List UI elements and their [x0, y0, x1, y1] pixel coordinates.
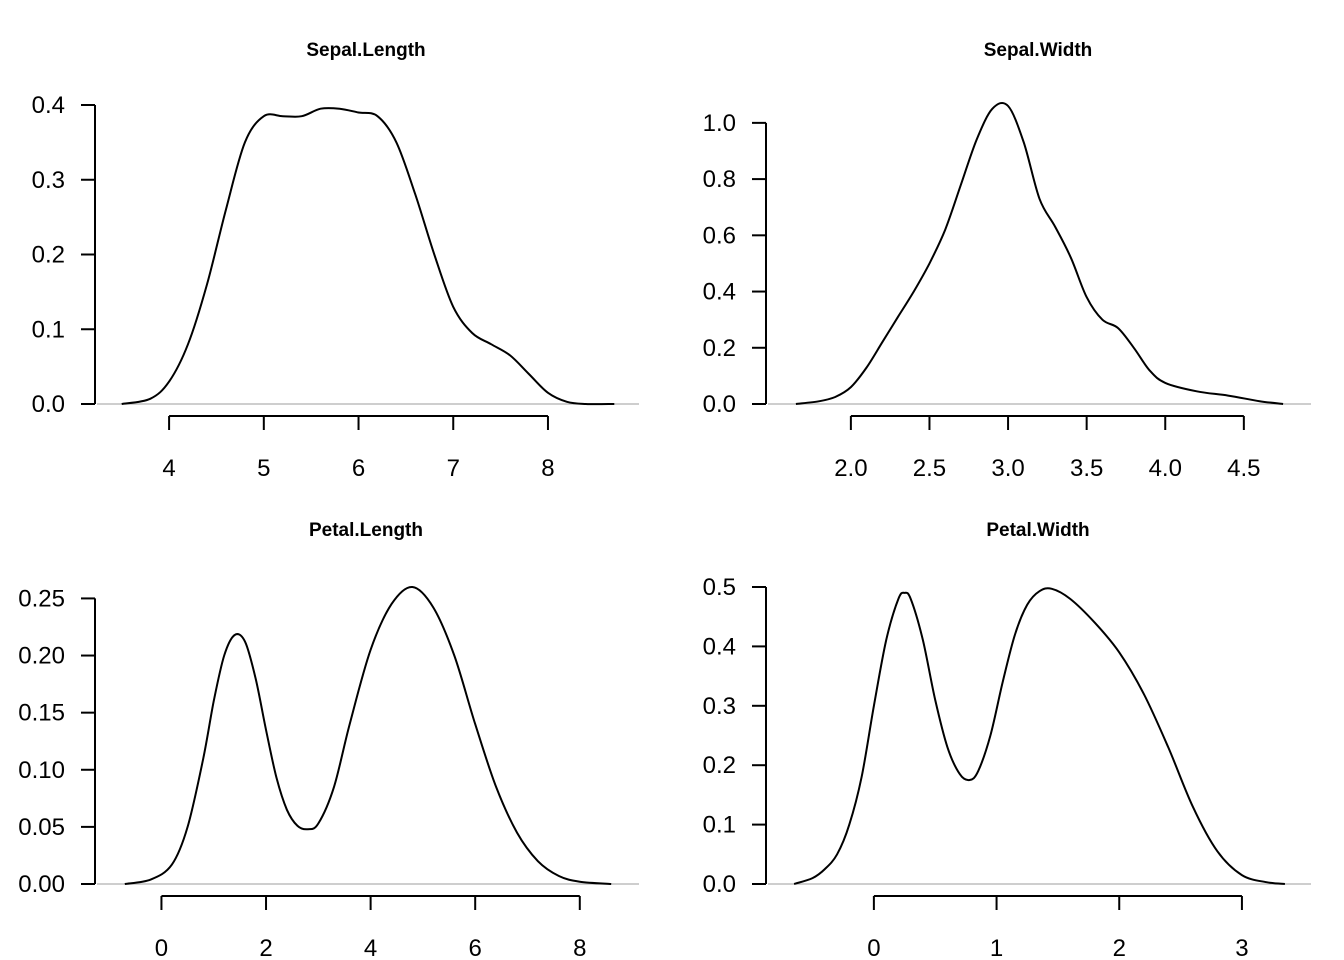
- sepal-length-y-tick-label: 0.1: [32, 316, 65, 343]
- petal-width-y-tick-label: 0.5: [703, 574, 736, 601]
- sepal-width-x-tick-label: 3.0: [991, 455, 1024, 482]
- sepal-width-x-tick-label: 4.5: [1227, 455, 1260, 482]
- sepal-width-x-tick-label: 3.5: [1070, 455, 1103, 482]
- petal-width-x-tick-label: 2: [1113, 935, 1126, 960]
- sepal-length-y-tick-label: 0.4: [32, 92, 65, 119]
- sepal-width-y-tick-label: 0.8: [703, 166, 736, 193]
- sepal-width-y-tick-label: 0.2: [703, 335, 736, 362]
- petal-length-x-tick-label: 2: [259, 935, 272, 960]
- sepal-length-x-tick-label: 4: [162, 455, 175, 482]
- petal-width-x-tick-label: 3: [1235, 935, 1248, 960]
- sepal-width-panel: Sepal.Width 0.0 0.2 0.4 0.6 0.8 1.0 2.0 2.5 3.0 3.…: [703, 40, 1311, 482]
- sepal-length-panel: Sepal.Length 0.0 0.1 0.2 0.3 0.4 4 5 6 7 8: [32, 40, 639, 482]
- petal-length-x-tick-label: 6: [469, 935, 482, 960]
- petal-width-title: Petal.Width: [986, 520, 1089, 541]
- sepal-length-x-tick-label: 7: [447, 455, 460, 482]
- petal-width-x-tick-label: 0: [867, 935, 880, 960]
- sepal-width-y-tick-label: 1.0: [703, 110, 736, 137]
- petal-length-panel: Petal.Length 0.00 0.05 0.10 0.15 0.20 0.25 0 2 4 6…: [18, 520, 639, 960]
- sepal-width-density-curve: [795, 101, 1284, 405]
- sepal-length-y-tick-label: 0.0: [32, 391, 65, 418]
- sepal-length-title: Sepal.Length: [306, 40, 425, 61]
- petal-length-x-tick-label: 0: [155, 935, 168, 960]
- sepal-length-x-tick-label: 5: [257, 455, 270, 482]
- sepal-width-title: Sepal.Width: [984, 40, 1093, 61]
- petal-width-panel: Petal.Width 0.0 0.1 0.2 0.3 0.4 0.5 0 1 2 3: [703, 520, 1311, 960]
- sepal-width-y-tick-label: 0.6: [703, 222, 736, 249]
- sepal-length-x-tick-label: 6: [352, 455, 365, 482]
- sepal-width-x-tick-label: 4.0: [1149, 455, 1182, 482]
- petal-length-title: Petal.Length: [309, 520, 423, 541]
- petal-width-y-tick-label: 0.3: [703, 693, 736, 720]
- petal-length-y-tick-label: 0.25: [18, 585, 65, 612]
- petal-length-y-tick-label: 0.20: [18, 643, 65, 670]
- petal-length-density-curve: [124, 585, 612, 885]
- petal-width-y-tick-label: 0.1: [703, 812, 736, 839]
- petal-length-y-tick-label: 0.10: [18, 757, 65, 784]
- sepal-width-x-tick-label: 2.5: [913, 455, 946, 482]
- petal-length-x-tick-label: 4: [364, 935, 377, 960]
- sepal-length-y-tick-label: 0.2: [32, 242, 65, 269]
- sepal-width-y-tick-label: 0.4: [703, 279, 736, 306]
- sepal-length-density-curve: [121, 107, 615, 406]
- petal-width-y-tick-label: 0.0: [703, 871, 736, 898]
- sepal-width-x-tick-label: 2.0: [834, 455, 867, 482]
- petal-length-y-tick-label: 0.15: [18, 700, 65, 727]
- sepal-length-x-tick-label: 8: [541, 455, 554, 482]
- petal-width-y-tick-label: 0.4: [703, 633, 736, 660]
- petal-width-density-curve: [793, 587, 1285, 885]
- petal-width-y-tick-label: 0.2: [703, 752, 736, 779]
- petal-length-y-tick-label: 0.00: [18, 871, 65, 898]
- petal-length-x-tick-label: 8: [573, 935, 586, 960]
- petal-length-y-tick-label: 0.05: [18, 814, 65, 841]
- sepal-length-y-tick-label: 0.3: [32, 167, 65, 194]
- petal-width-x-tick-label: 1: [990, 935, 1003, 960]
- sepal-width-y-tick-label: 0.0: [703, 391, 736, 418]
